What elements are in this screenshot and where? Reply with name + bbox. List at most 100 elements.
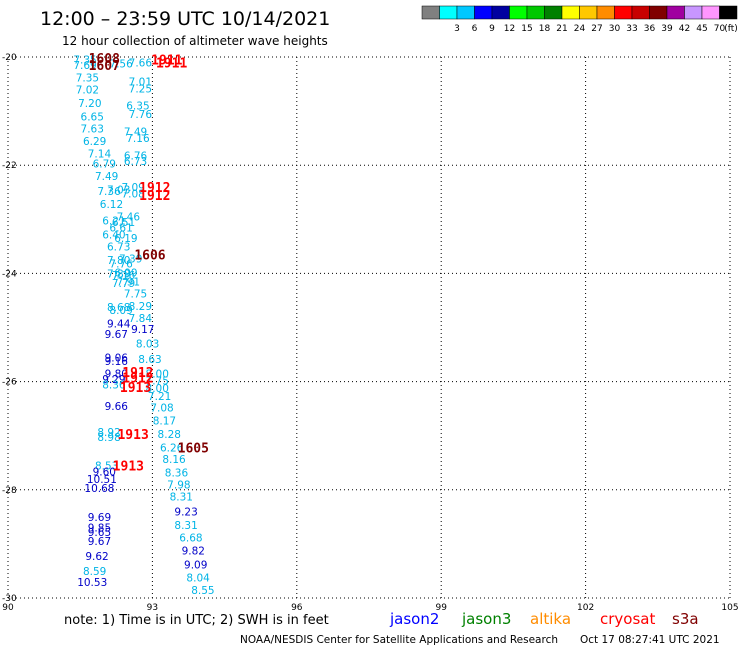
wave-height-value: 6.40: [102, 229, 125, 241]
wave-height-value: 9.66: [105, 401, 129, 413]
wave-height-value: 8.36: [165, 467, 189, 479]
wave-height-value: 7.89: [107, 268, 130, 280]
wave-height-value: 6.35: [126, 101, 149, 113]
pass-number-label: 1606: [134, 248, 165, 263]
wave-height-value: 7.76: [129, 109, 153, 121]
wave-height-value: 8.98: [97, 432, 120, 444]
pass-number-label: 1912: [122, 366, 153, 381]
legend-swatch: [544, 5, 563, 20]
wave-height-value: 9.69: [88, 512, 111, 524]
y-tick-label: -22: [2, 161, 17, 171]
wave-height-value: 7.56: [109, 58, 133, 70]
pass-number-label: 1911: [156, 56, 187, 71]
legend-tick-label: 15: [521, 24, 532, 34]
wave-height-value: 6.99: [114, 267, 137, 279]
legend-tick-label: 42: [679, 24, 690, 34]
wave-height-value: 7.36: [97, 186, 121, 198]
x-tick-label: 99: [435, 603, 447, 613]
legend-tick-label: 45: [696, 24, 707, 34]
wave-height-value: 7.80: [107, 255, 130, 267]
wave-height-value: 8.92: [97, 427, 120, 439]
legend-tick-label: 18: [539, 24, 551, 34]
wave-height-value: 6.73: [124, 156, 147, 168]
x-tick-label: 93: [147, 603, 158, 613]
wave-height-value: 7.66: [129, 57, 153, 69]
legend-tick-label: 12: [504, 24, 515, 34]
wave-height-value: 7.25: [129, 83, 152, 95]
legend-swatch: [579, 5, 598, 20]
wave-height-value: 9.60: [93, 466, 116, 478]
pass-number-label: 1913: [117, 428, 148, 443]
wave-height-value: 7.39: [119, 253, 142, 265]
legend-swatch: [526, 5, 545, 20]
wave-height-value: 6.51: [112, 217, 135, 229]
pass-number-label: 1605: [178, 442, 209, 457]
wave-height-value: 10.51: [87, 474, 117, 486]
wave-height-value: 7.08: [150, 403, 173, 415]
legend-swatch: [561, 5, 580, 20]
wave-height-value: 7.69: [73, 60, 96, 72]
plot-area: 90 93 96 99 102 105 -20-22-24-26-28-30 7.357.…: [2, 52, 739, 613]
legend-tick-label: 24: [574, 24, 586, 34]
wave-height-value: 8.09: [109, 305, 132, 317]
legend-unit: (ft): [724, 24, 738, 34]
legend-swatch: [631, 5, 650, 20]
pass-number-label: 1911: [151, 54, 182, 69]
wave-height-value: 7.75: [124, 288, 147, 300]
wave-height-value: 7.14: [88, 148, 112, 160]
wave-height-value: 6.29: [83, 136, 106, 148]
wave-height-value: 8.03: [136, 339, 159, 351]
grid-lines: [7, 56, 731, 599]
legend-swatch: [596, 5, 615, 20]
wave-height-value: 6.61: [109, 222, 132, 234]
wave-height-value: 7.01: [129, 76, 152, 88]
y-tick-label: -28: [2, 486, 17, 496]
wave-height-value: 7.76: [109, 259, 133, 271]
wave-height-value: 7.91: [117, 277, 140, 289]
wave-height-value: 7.79: [112, 278, 135, 290]
wave-height-value: 8.00: [146, 368, 169, 380]
wave-height-value: 8.28: [158, 429, 181, 441]
legend-tick-label: 70: [714, 24, 726, 34]
pass-number-label: 1912: [122, 371, 153, 386]
wave-height-value: 8.53: [95, 460, 118, 472]
wave-height-value: 7.16: [112, 270, 136, 282]
wave-height-value: 7.75: [146, 376, 169, 388]
wave-height-value: 9.06: [105, 352, 129, 364]
chart-title: 12:00 – 23:59 UTC 10/14/2021: [40, 8, 330, 30]
wave-height-value: 6.19: [114, 233, 137, 245]
wave-height-value: 8.31: [174, 520, 197, 532]
wave-height-value: 8.31: [170, 491, 193, 503]
wave-height-value: 7.09: [121, 182, 144, 194]
y-axis-ticks: -20 -22 -24 -26 -28 -30: [2, 53, 17, 604]
legend-swatch: [719, 5, 738, 20]
wave-height-value: 9.29: [102, 374, 125, 386]
wave-height-points: 7.357.69 7.667.56 7.35 7.01 7.02 7.25 7.20 6.35…: [73, 55, 214, 597]
satellite-name-altika: altika: [530, 610, 571, 628]
wave-height-value: 9.23: [174, 506, 197, 518]
footer-credit: NOAA/NESDIS Center for Satellite Applica…: [240, 634, 558, 646]
x-tick-label: 90: [2, 603, 14, 613]
pass-number-label: 1608: [89, 52, 120, 67]
satellite-name-jason3: jason3: [461, 610, 511, 628]
wave-height-value: 9.85: [88, 523, 111, 535]
wave-height-value: 6.68: [179, 532, 202, 544]
wave-height-value: 8.63: [138, 354, 161, 366]
wave-height-value: 7.21: [148, 391, 171, 403]
x-tick-label: 96: [291, 603, 303, 613]
wave-height-value: 10.53: [77, 577, 107, 589]
wave-height-value: 9.80: [105, 368, 128, 380]
legend-tick-label: 30: [609, 24, 621, 34]
wave-height-value: 9.65: [88, 527, 111, 539]
legend-tick-label: 39: [661, 24, 673, 34]
pass-number-label: 1912: [139, 181, 170, 196]
wave-height-value: 7.20: [78, 98, 101, 110]
wave-height-value: 6.65: [81, 112, 104, 124]
wave-height-value: 9.62: [85, 551, 108, 563]
legend-swatch: [614, 5, 633, 20]
wave-height-value: 7.35: [73, 55, 96, 67]
wave-height-value: 7.35: [76, 73, 99, 85]
wave-height-value: 7.49: [124, 127, 147, 139]
legend-swatch: [439, 5, 458, 20]
satellite-name-s3a: s3a: [672, 610, 699, 628]
